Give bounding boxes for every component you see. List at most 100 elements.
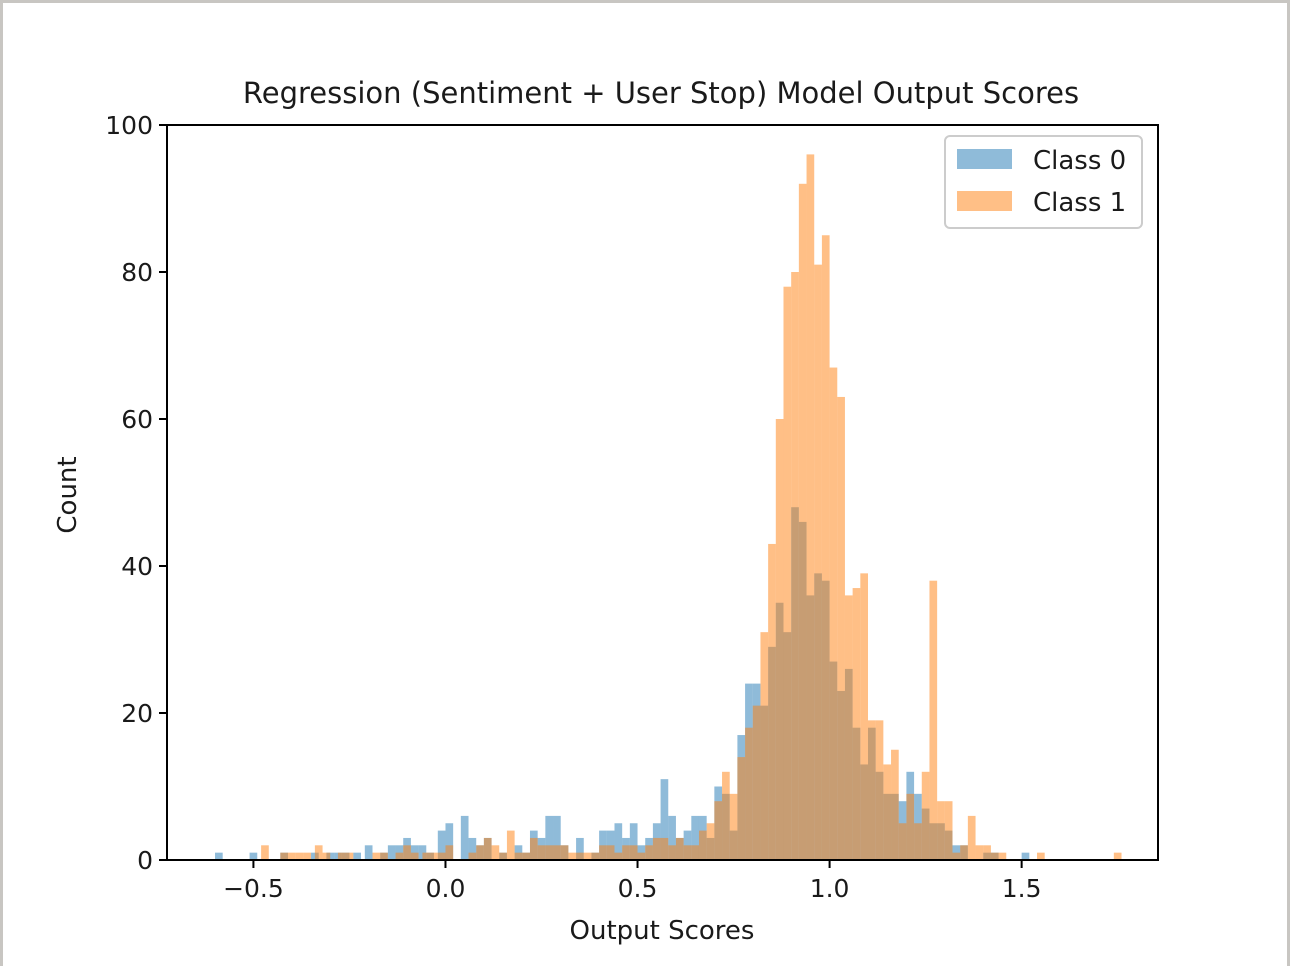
histogram-bar: [983, 845, 991, 860]
series-class-1: [261, 154, 1122, 861]
histogram-bar: [506, 830, 515, 860]
histogram-bar: [491, 845, 500, 860]
histogram-bar: [683, 845, 692, 860]
histogram-bar: [829, 367, 838, 860]
histogram-bar: [314, 845, 323, 860]
histogram-bar: [1021, 852, 1030, 860]
histogram-bar: [706, 823, 715, 860]
histogram-bar: [499, 852, 507, 860]
x-axis: −0.5 0.0 0.5 1.0 1.5: [223, 860, 1042, 903]
histogram-bar: [410, 852, 419, 860]
histogram-bar: [944, 801, 953, 860]
bars-layer: [215, 154, 1122, 861]
histogram-bar: [583, 852, 592, 860]
histogram-bar: [660, 837, 669, 860]
histogram-bar: [906, 793, 915, 860]
histogram-bar: [576, 852, 584, 860]
histogram-bar: [691, 815, 699, 860]
legend-label-class-0: Class 0: [1033, 146, 1126, 176]
histogram-bar: [898, 823, 907, 860]
histogram-bar: [921, 771, 930, 860]
histogram-bar: [691, 845, 699, 860]
histogram-bar: [937, 801, 945, 860]
histogram-bar: [403, 845, 411, 860]
histogram-bar: [745, 727, 753, 860]
legend-swatch-class-1: [957, 191, 1012, 211]
histogram-bar: [303, 852, 312, 860]
histogram-bar: [844, 595, 853, 860]
y-tick-label: 40: [121, 552, 153, 581]
histogram-bar: [322, 852, 331, 860]
histogram-bar: [287, 852, 296, 860]
histogram-bar: [468, 837, 477, 860]
histogram-bar: [614, 823, 623, 860]
x-tick-label: 1.0: [810, 874, 850, 903]
histogram-bar: [737, 757, 746, 860]
histogram-bar: [760, 632, 769, 860]
histogram-bar: [430, 852, 438, 860]
histogram-bar: [975, 845, 984, 860]
histogram-bar: [952, 852, 961, 860]
histogram-bar: [914, 823, 922, 860]
y-tick-label: 20: [121, 699, 153, 728]
histogram-bar: [622, 845, 630, 860]
chart-title: Regression (Sentiment + User Stop) Model…: [243, 76, 1079, 110]
histogram-bar: [752, 705, 761, 860]
plot-area-frame: [166, 124, 1159, 861]
histogram-bar: [698, 830, 707, 860]
legend: Class 0 Class 1: [944, 135, 1143, 229]
x-tick-label: 1.5: [1002, 874, 1042, 903]
histogram-bar: [468, 852, 477, 860]
x-tick-label: 0.5: [618, 874, 658, 903]
histogram-bar: [629, 823, 638, 860]
histogram-bar: [668, 845, 676, 860]
histogram-bar: [783, 286, 792, 860]
histogram-bar: [529, 837, 538, 860]
histogram-bar: [337, 852, 346, 860]
histogram-bar: [591, 852, 600, 860]
histogram-bar: [599, 845, 607, 860]
histogram-bar: [814, 264, 822, 860]
histogram-bar: [537, 845, 546, 860]
histogram-bar: [675, 837, 684, 860]
histogram-bar: [483, 837, 492, 860]
x-tick-label: 0.0: [426, 874, 466, 903]
x-axis-label: Output Scores: [570, 916, 755, 946]
histogram-bar: [568, 852, 577, 860]
histogram-bar: [768, 543, 776, 860]
histogram-bar: [875, 720, 884, 860]
histogram-bar: [891, 749, 899, 860]
histogram-bar: [860, 573, 868, 860]
histogram-bar: [364, 845, 373, 860]
histogram-bar: [791, 272, 799, 860]
histogram-bar: [445, 823, 454, 860]
histogram-bar: [380, 852, 388, 860]
histogram-bar: [215, 852, 223, 860]
histogram-bar: [422, 852, 431, 860]
histogram-bar: [998, 852, 1007, 860]
histogram-bar: [775, 419, 784, 860]
histogram-bar: [249, 852, 258, 860]
histogram-bar: [852, 588, 861, 860]
histogram-bar: [722, 771, 730, 860]
histogram-bar: [606, 845, 615, 860]
histogram-bar: [395, 852, 404, 860]
histogram-bar: [660, 779, 669, 860]
histogram-bar: [821, 235, 830, 860]
histogram-bar: [806, 154, 815, 860]
histogram-bar: [883, 764, 892, 860]
legend-swatch-class-0: [957, 149, 1012, 169]
histogram-bar: [714, 801, 723, 860]
histogram-bar: [345, 852, 354, 860]
histogram-bar: [476, 845, 484, 860]
histogram-bar: [553, 845, 561, 860]
histogram-bar: [967, 815, 976, 860]
y-axis: 0 20 40 60 80 100: [105, 111, 167, 875]
histogram-bar: [645, 845, 653, 860]
y-tick-label: 60: [121, 405, 153, 434]
histogram-bar: [326, 852, 335, 860]
y-tick-label: 100: [105, 111, 153, 140]
x-tick-label: −0.5: [223, 874, 284, 903]
histogram-bar: [1113, 852, 1122, 860]
